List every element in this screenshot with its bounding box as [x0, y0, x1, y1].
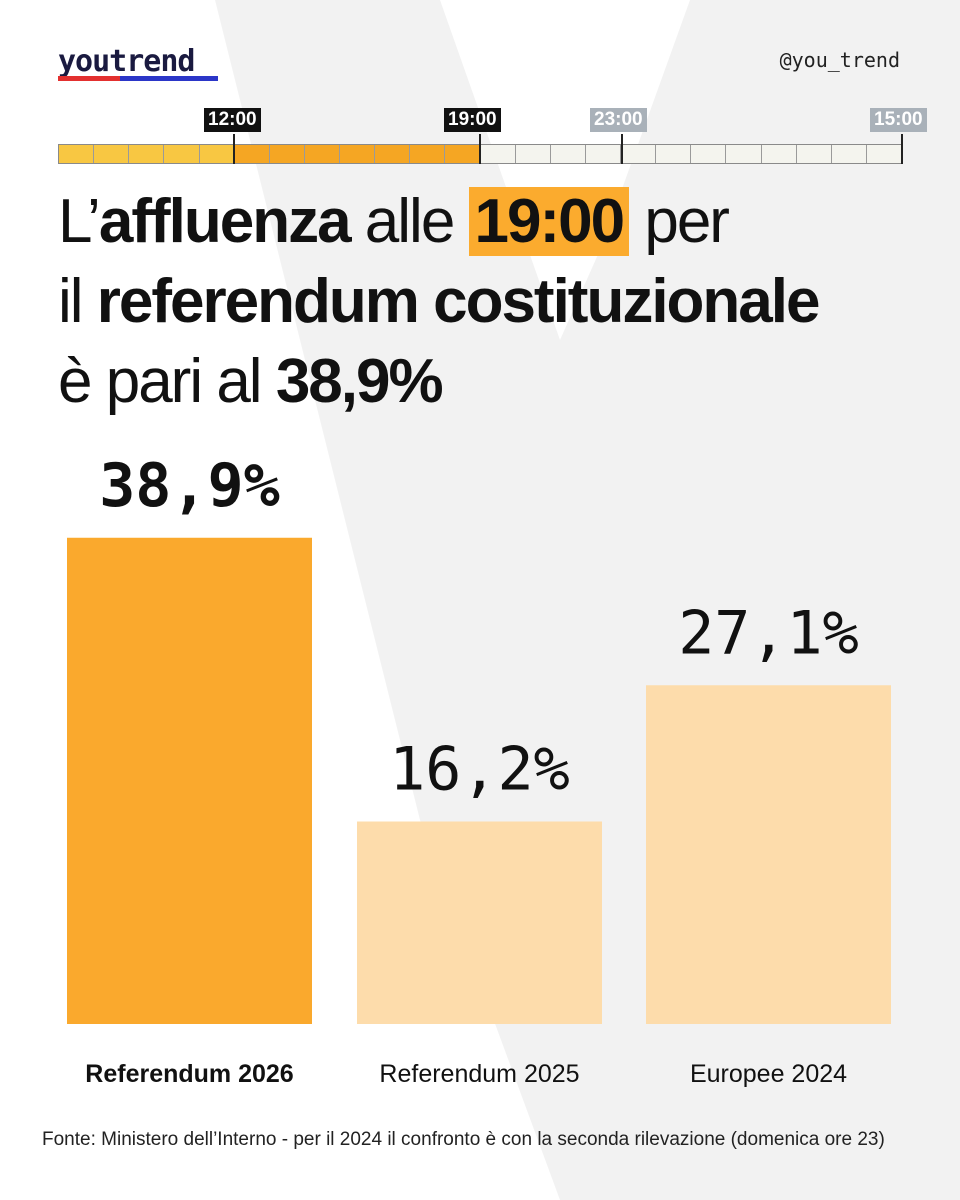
timeline-segment — [761, 145, 797, 163]
timeline-segment — [866, 145, 901, 163]
headline: L’affluenza alle 19:00 per il referendum… — [58, 182, 918, 422]
category-label: Referendum 2025 — [379, 1060, 579, 1088]
timeline-tick-2300 — [621, 134, 623, 164]
youtrend-logo: youtrend — [58, 44, 195, 79]
headline-text: per — [629, 187, 730, 256]
bar-europee-2024 — [646, 685, 891, 1024]
timeline-segment — [656, 145, 692, 163]
timeline-tick-1900 — [479, 134, 481, 164]
headline-text: L’ — [58, 187, 101, 256]
bar-referendum-2026 — [67, 537, 312, 1024]
timeline-label-1200: 12:00 — [204, 108, 261, 132]
timeline-segment — [726, 145, 762, 163]
timeline-segments — [58, 144, 902, 164]
headline-line-1: L’affluenza alle 19:00 per — [58, 182, 918, 262]
timeline-segment — [164, 145, 200, 163]
timeline-segment — [621, 145, 657, 163]
timeline-segment — [585, 145, 621, 163]
timeline-segment — [129, 145, 165, 163]
timeline-segment — [234, 145, 270, 163]
timeline-tick-1200 — [233, 134, 235, 164]
timeline-segment — [480, 145, 516, 163]
timeline-segment — [304, 145, 340, 163]
timeline-segment — [59, 145, 95, 163]
timeline-segment — [269, 145, 305, 163]
logo-underline — [58, 76, 218, 81]
timeline-label-2300: 23:00 — [590, 108, 647, 132]
timeline-segment — [515, 145, 551, 163]
timeline-segment — [550, 145, 586, 163]
headline-text: alle — [349, 187, 469, 256]
time-progress-bar: 12:00 19:00 23:00 15:00 — [58, 108, 927, 164]
timeline-segment — [796, 145, 832, 163]
timeline-segment — [831, 145, 867, 163]
headline-bold-referendum: referendum costituzionale — [96, 267, 821, 336]
headline-text: è pari al — [58, 347, 276, 416]
headline-line-2: il referendum costituzionale — [58, 262, 918, 342]
timeline-tick-1500 — [901, 134, 903, 164]
timeline-label-1900: 19:00 — [444, 108, 501, 132]
timeline-segment — [691, 145, 727, 163]
category-label: Referendum 2026 — [85, 1060, 293, 1088]
social-handle: @you_trend — [779, 48, 900, 72]
timeline-label-1500: 15:00 — [870, 108, 927, 132]
bar-referendum-2025 — [357, 821, 602, 1024]
timeline-segment — [340, 145, 376, 163]
timeline-segment — [94, 145, 130, 163]
bar-value-label: 27,1% — [678, 598, 859, 668]
headline-line-3: è pari al 38,9% — [58, 342, 918, 422]
headline-highlight-time: 19:00 — [468, 187, 630, 256]
bar-value-label: 38,9% — [99, 451, 280, 521]
category-label: Europee 2024 — [690, 1060, 847, 1088]
timeline-segment — [410, 145, 446, 163]
headline-text: il — [58, 267, 97, 336]
headline-bold-affluenza: affluenza — [98, 187, 352, 256]
timeline-segment — [375, 145, 411, 163]
headline-bold-percentage: 38,9% — [275, 347, 444, 416]
bar-value-label: 16,2% — [389, 735, 570, 805]
source-note: Fonte: Ministero dell’Interno - per il 2… — [42, 1129, 885, 1150]
